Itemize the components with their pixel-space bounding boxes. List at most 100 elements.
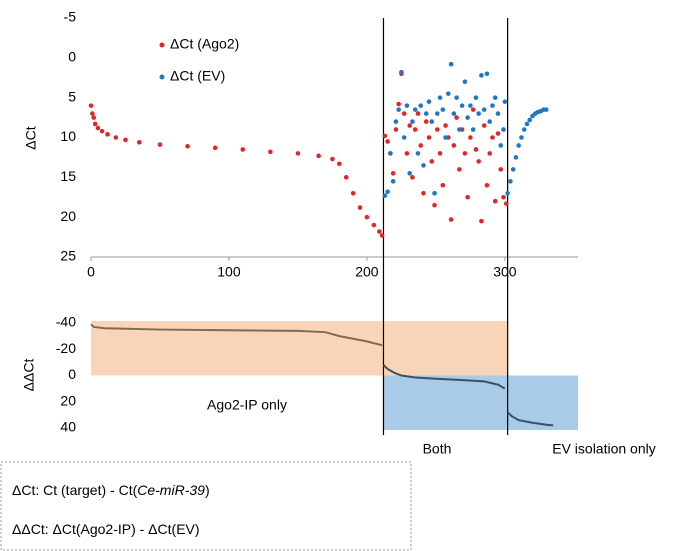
point: [371, 222, 377, 228]
point: [462, 79, 468, 85]
point: [316, 153, 321, 159]
point: [459, 103, 465, 108]
x-tick-label: 200: [355, 264, 379, 280]
region-label: Both: [423, 441, 452, 457]
point: [446, 91, 451, 96]
note: ΔΔCt: ΔCt(Ago2-IP) - ΔCt(EV): [12, 521, 200, 537]
point: [429, 119, 435, 124]
x-tick-label: 100: [217, 264, 241, 280]
region-label: EV isolation only: [552, 441, 656, 457]
point: [524, 121, 530, 127]
point: [393, 119, 399, 124]
point: [501, 127, 506, 132]
point: [390, 179, 396, 184]
point: [498, 143, 504, 148]
point: [396, 101, 401, 107]
point: [390, 171, 396, 176]
point: [421, 190, 426, 196]
y-tick-label: 20: [60, 392, 76, 408]
point: [88, 103, 94, 108]
point: [393, 127, 399, 132]
point: [429, 159, 435, 164]
point: [410, 119, 415, 124]
point: [330, 156, 335, 162]
point: [481, 123, 487, 128]
point: [495, 131, 501, 136]
point: [437, 151, 443, 156]
point: [426, 135, 432, 140]
point: [451, 143, 457, 148]
point: [492, 95, 498, 100]
point: [487, 151, 493, 156]
point: [426, 99, 432, 104]
point: [415, 151, 421, 156]
point: [519, 135, 524, 140]
point: [418, 103, 424, 108]
point: [423, 119, 429, 124]
point: [434, 127, 440, 132]
point: [404, 103, 410, 108]
x-tick-label: 300: [493, 264, 517, 280]
point: [357, 205, 363, 210]
point: [407, 123, 412, 128]
point: [212, 145, 218, 151]
note-box: [0, 461, 412, 551]
point: [113, 135, 119, 140]
point: [410, 175, 415, 180]
point: [91, 115, 97, 120]
point: [123, 137, 128, 143]
point: [484, 71, 490, 77]
y-tick-label: 25: [60, 248, 76, 264]
point: [521, 127, 527, 132]
legend-marker: [159, 42, 165, 48]
point: [105, 132, 110, 137]
point: [484, 183, 490, 188]
point: [492, 198, 498, 204]
region-ev: [383, 375, 578, 430]
point: [399, 69, 404, 75]
y-tick-label: 0: [68, 366, 76, 382]
point: [502, 99, 508, 104]
point: [457, 127, 462, 132]
point: [418, 143, 424, 148]
note: ΔCt: Ct (target) - Ct(Ce-miR-39): [12, 482, 210, 498]
point: [510, 167, 516, 172]
point: [487, 119, 493, 124]
point: [240, 147, 246, 152]
point: [379, 233, 385, 238]
y-tick-label: 5: [68, 88, 76, 104]
point: [468, 135, 473, 140]
point: [99, 128, 105, 134]
point: [470, 127, 476, 132]
point: [457, 167, 462, 172]
point: [448, 217, 454, 222]
point: [432, 202, 437, 208]
legend-marker: [159, 74, 165, 80]
y-tick-label: 40: [60, 419, 76, 435]
line: [382, 364, 506, 390]
point: [268, 149, 273, 155]
point: [443, 123, 448, 128]
point: [401, 135, 407, 140]
point: [136, 139, 142, 145]
point: [473, 95, 479, 100]
point: [473, 147, 479, 152]
legend-label: ΔCt (Ago2): [170, 36, 239, 52]
point: [543, 107, 549, 112]
point: [404, 151, 410, 156]
point: [448, 61, 454, 67]
point: [498, 167, 504, 172]
y-tick-label: 20: [60, 208, 76, 224]
y-tick-label: -5: [64, 9, 77, 25]
point: [388, 151, 393, 156]
point: [503, 201, 509, 206]
point: [454, 95, 459, 100]
point: [451, 111, 457, 116]
y-tick-label: -40: [56, 314, 76, 330]
point: [501, 194, 506, 200]
point: [434, 111, 440, 116]
point: [157, 142, 163, 147]
point: [382, 133, 388, 139]
point: [421, 163, 426, 168]
